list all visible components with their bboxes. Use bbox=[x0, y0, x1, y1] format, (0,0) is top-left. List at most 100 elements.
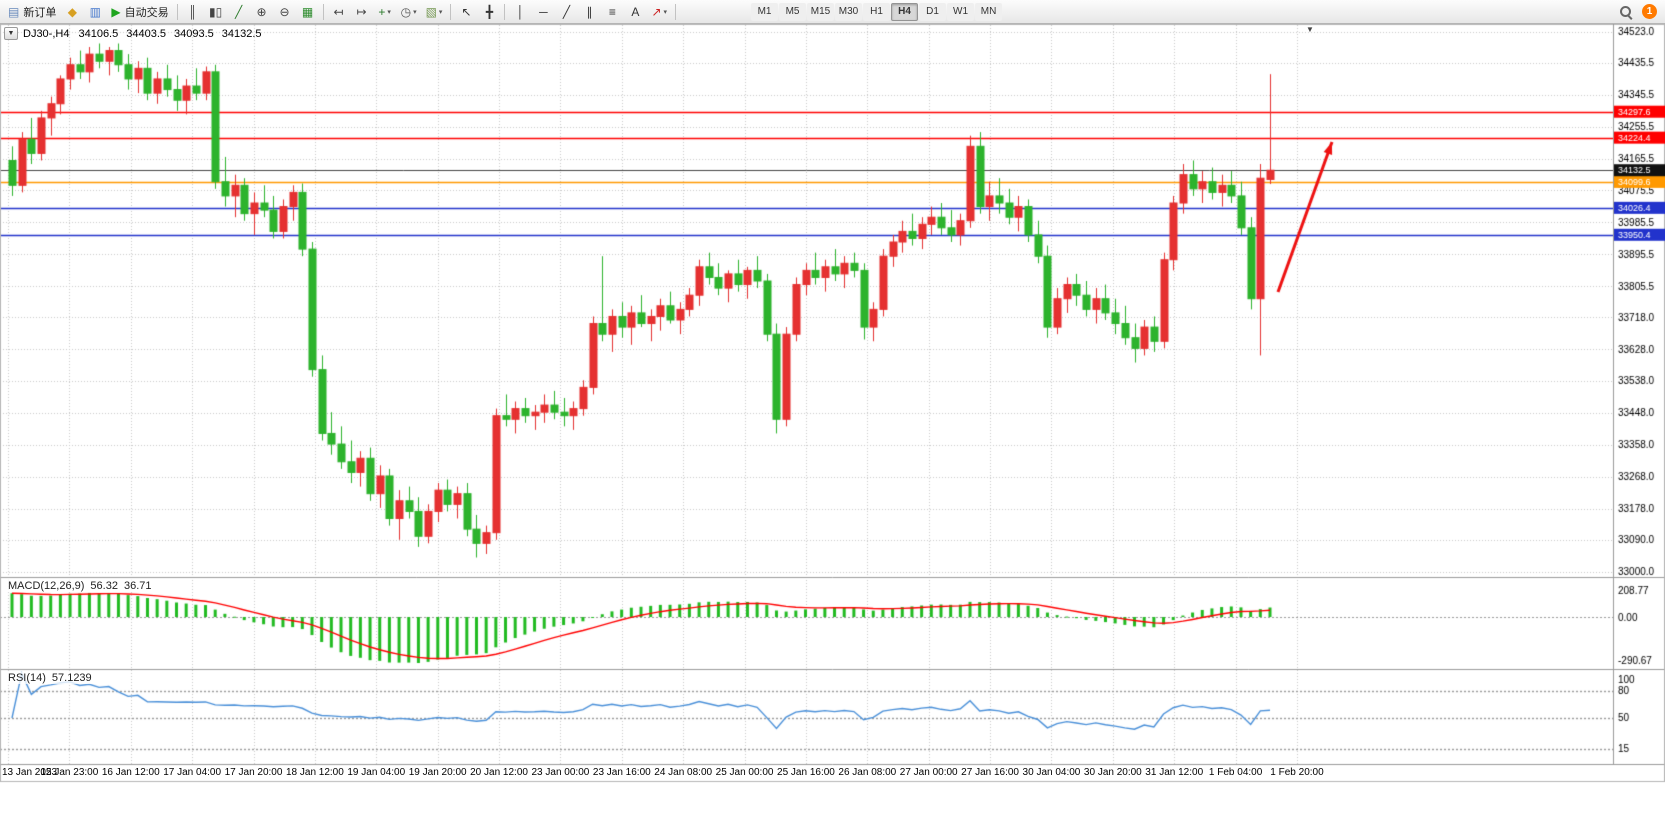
time-axis-label: 17 Jan 20:00 bbox=[224, 767, 283, 778]
new-chart-icon: + bbox=[378, 4, 386, 19]
toolbar-separator bbox=[322, 3, 324, 20]
time-axis-label: 13 Jan 2023 bbox=[2, 767, 58, 778]
autotrading-button[interactable]: ▶ 自动交易 bbox=[107, 2, 172, 22]
chart-window: ▼ DJ30-,H4 34106.5 34403.5 34093.5 34132… bbox=[0, 24, 1665, 835]
bar-chart-icon: ║ bbox=[188, 4, 197, 19]
text-tool-button[interactable]: A bbox=[624, 2, 646, 22]
chart-forward-icon: ↦ bbox=[356, 4, 367, 19]
time-axis-label: 27 Jan 00:00 bbox=[899, 767, 958, 778]
timeframe-m30-button[interactable]: M30 bbox=[835, 2, 863, 21]
channel-icon: ∥ bbox=[586, 4, 593, 19]
timeframe-w1-button[interactable]: W1 bbox=[947, 2, 975, 21]
trendline-button[interactable]: ╱ bbox=[555, 2, 577, 22]
period-clock-button[interactable]: ◷ ▾ bbox=[397, 2, 421, 22]
cursor-button[interactable]: ↖ bbox=[455, 2, 477, 22]
toolbar-separator bbox=[176, 3, 178, 20]
ohlc-close: 34132.5 bbox=[221, 27, 262, 40]
time-axis-label: 1 Feb 04:00 bbox=[1208, 767, 1263, 778]
ohlc-high: 34403.5 bbox=[126, 27, 166, 40]
autotrading-label: 自动交易 bbox=[124, 6, 169, 19]
chart-shift-marker: ▼ bbox=[1306, 25, 1314, 34]
time-axis-label: 25 Jan 00:00 bbox=[715, 767, 774, 778]
price-chart-canvas[interactable] bbox=[0, 24, 1665, 835]
timeframe-h1-button[interactable]: H1 bbox=[863, 2, 891, 21]
search-button[interactable] bbox=[1615, 2, 1637, 22]
timeframe-h4-button[interactable]: H4 bbox=[891, 2, 919, 21]
trendline-icon: ╱ bbox=[562, 4, 571, 19]
time-axis-label: 17 Jan 04:00 bbox=[163, 767, 222, 778]
new-order-label: 新订单 bbox=[23, 6, 57, 19]
template-button[interactable]: ▧ ▾ bbox=[422, 2, 447, 22]
symbol-title: DJ30-,H4 bbox=[23, 27, 70, 40]
timeframe-m5-button[interactable]: M5 bbox=[779, 2, 807, 21]
timeframe-m1-button[interactable]: M1 bbox=[751, 2, 779, 21]
macd-signal-value: 36.71 bbox=[123, 580, 152, 592]
rsi-indicator-label: RSI(14) 57.1239 bbox=[6, 672, 94, 684]
zoom-out-button[interactable]: ⊖ bbox=[274, 2, 296, 22]
chevron-down-icon: ▼ bbox=[7, 30, 15, 37]
chevron-down-icon: ▾ bbox=[438, 8, 443, 16]
chart-forward-button[interactable]: ↦ bbox=[351, 2, 373, 22]
time-axis-label: 30 Jan 20:00 bbox=[1083, 767, 1142, 778]
channel-button[interactable]: ∥ bbox=[578, 2, 600, 22]
symbol-info: ▼ DJ30-,H4 34106.5 34403.5 34093.5 34132… bbox=[4, 27, 270, 40]
search-icon bbox=[1619, 5, 1633, 19]
timeframe-m15-button[interactable]: M15 bbox=[807, 2, 835, 21]
time-axis-label: 1 Feb 20:00 bbox=[1270, 767, 1324, 778]
time-axis-label: 26 Jan 08:00 bbox=[838, 767, 897, 778]
time-axis-label: 19 Jan 04:00 bbox=[347, 767, 406, 778]
chart-back-button[interactable]: ↤ bbox=[328, 2, 350, 22]
time-axis-label: 16 Jan 12:00 bbox=[101, 767, 160, 778]
text-tool-icon: A bbox=[631, 4, 640, 19]
candlestick-chart-button[interactable]: ▮▯ bbox=[205, 2, 227, 22]
arrows-tool-button[interactable]: ↗ ▾ bbox=[647, 2, 671, 22]
autotrading-icon: ▶ bbox=[111, 4, 121, 19]
horizontal-line-button[interactable]: ─ bbox=[532, 2, 554, 22]
arrows-tool-icon: ↗ bbox=[651, 4, 662, 19]
time-axis-label: 23 Jan 00:00 bbox=[531, 767, 590, 778]
macd-main-value: 56.32 bbox=[90, 580, 118, 592]
line-chart-icon: ╱ bbox=[234, 4, 243, 19]
time-axis-label: 19 Jan 20:00 bbox=[408, 767, 467, 778]
zoom-in-button[interactable]: ⊕ bbox=[251, 2, 273, 22]
time-axis-label: 20 Jan 12:00 bbox=[470, 767, 528, 778]
market-watch-icon: ▥ bbox=[89, 4, 102, 19]
time-axis-label: 27 Jan 16:00 bbox=[961, 767, 1019, 778]
fibonacci-icon: ≡ bbox=[608, 4, 616, 19]
time-axis-label: 30 Jan 04:00 bbox=[1022, 767, 1081, 778]
chevron-down-icon: ▾ bbox=[413, 8, 417, 16]
metaeditor-button[interactable]: ◆ bbox=[61, 2, 83, 22]
fibonacci-button[interactable]: ≡ bbox=[601, 2, 623, 22]
bar-chart-button[interactable]: ║ bbox=[182, 2, 204, 22]
timeframe-mn-button[interactable]: MN bbox=[975, 2, 1003, 21]
ohlc-open: 34106.5 bbox=[78, 27, 119, 40]
vertical-line-icon: │ bbox=[516, 4, 525, 19]
time-axis-label: 18 Jan 12:00 bbox=[285, 767, 344, 778]
toolbar-separator bbox=[675, 3, 677, 20]
tile-windows-button[interactable]: ▦ bbox=[297, 2, 319, 22]
metaeditor-icon: ◆ bbox=[67, 4, 77, 19]
new-chart-button[interactable]: + ▾ bbox=[374, 2, 396, 22]
symbol-dropdown-button[interactable]: ▼ bbox=[4, 27, 18, 40]
toolbar: ▤ 新订单 ◆ ▥ ▶ 自动交易 ║ ▮▯ ╱ ⊕ ⊖ ▦ ↤ ↦ + ▾ ◷ ▾ ▧ ▾ ↖ ╋ │ ─ ╱ ∥ ≡ A ↗ ▾ M1 M5… bbox=[0, 0, 1665, 24]
time-axis: 13 Jan 2023 15 Jan 23:00 16 Jan 12:00 17 Ja… bbox=[0, 766, 1613, 782]
candlestick-chart-icon: ▮▯ bbox=[208, 4, 223, 19]
new-order-button[interactable]: ▤ 新订单 bbox=[4, 2, 60, 22]
period-clock-icon: ◷ bbox=[400, 4, 412, 19]
rsi-name: RSI(14) bbox=[8, 672, 46, 684]
macd-name: MACD(12,26,9) bbox=[8, 580, 85, 592]
vertical-line-button[interactable]: │ bbox=[509, 2, 531, 22]
line-chart-button[interactable]: ╱ bbox=[228, 2, 250, 22]
notifications-button[interactable]: 1 bbox=[1638, 2, 1661, 22]
timeframe-d1-button[interactable]: D1 bbox=[919, 2, 947, 21]
market-watch-button[interactable]: ▥ bbox=[84, 2, 106, 22]
macd-indicator-label: MACD(12,26,9) 56.32 36.71 bbox=[6, 580, 154, 592]
zoom-out-icon: ⊖ bbox=[279, 4, 290, 19]
toolbar-separator bbox=[504, 3, 506, 20]
notification-badge: 1 bbox=[1642, 4, 1657, 19]
crosshair-icon: ╋ bbox=[485, 4, 494, 19]
tile-windows-icon: ▦ bbox=[301, 4, 314, 19]
rsi-value: 57.1239 bbox=[51, 672, 92, 684]
chevron-down-icon: ▾ bbox=[663, 8, 668, 16]
crosshair-button[interactable]: ╋ bbox=[478, 2, 500, 22]
